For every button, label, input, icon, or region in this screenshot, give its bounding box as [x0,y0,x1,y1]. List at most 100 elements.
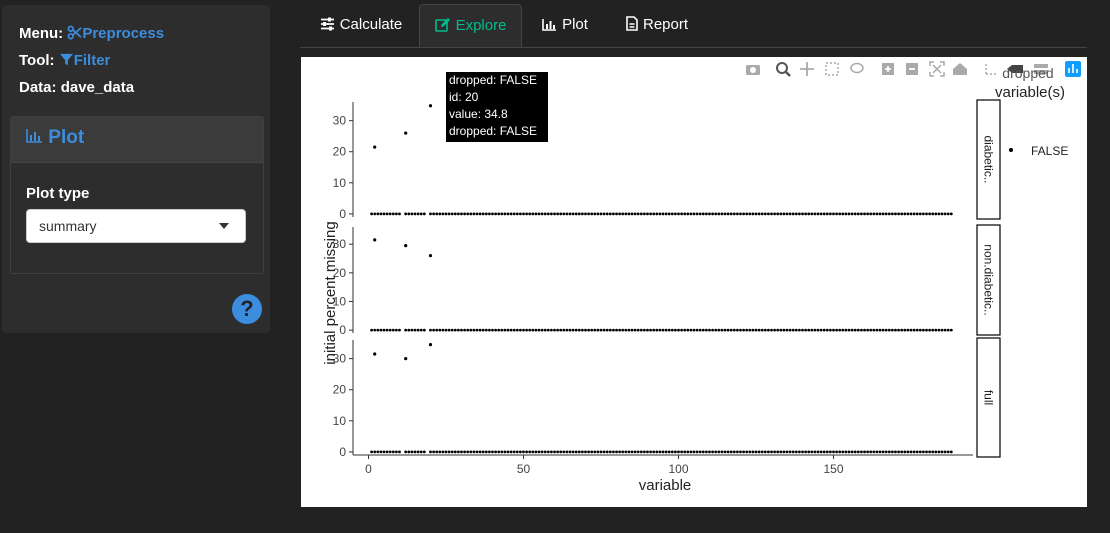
data-point[interactable] [776,450,780,454]
data-point[interactable] [872,328,876,332]
data-point[interactable] [788,450,792,454]
data-point[interactable] [918,212,922,216]
data-point[interactable] [745,450,749,454]
data-point[interactable] [680,450,683,454]
data-point[interactable] [729,212,733,216]
data-point[interactable] [602,328,606,332]
data-point[interactable] [385,328,389,332]
data-point[interactable] [736,328,739,332]
data-point[interactable] [646,328,649,332]
data-point[interactable] [692,212,696,216]
data-point[interactable] [444,212,448,216]
data-point[interactable] [503,450,507,454]
data-point[interactable] [782,328,786,332]
data-point[interactable] [453,450,457,454]
data-point[interactable] [652,450,656,454]
tool-value[interactable]: Filter [59,52,110,69]
data-point[interactable] [674,212,677,216]
data-point[interactable] [922,212,925,216]
data-point[interactable] [925,450,928,454]
data-point[interactable] [946,328,950,332]
data-point[interactable] [627,450,631,454]
data-point[interactable] [658,212,662,216]
data-point[interactable] [410,328,414,332]
data-point[interactable] [937,328,941,332]
data-point[interactable] [925,212,928,216]
data-point[interactable] [847,212,851,216]
data-point[interactable] [763,212,767,216]
data-point[interactable] [512,450,516,454]
data-point[interactable] [500,328,504,332]
data-point[interactable] [807,212,811,216]
data-point[interactable] [429,450,432,454]
data-point[interactable] [481,212,485,216]
data-point[interactable] [574,450,578,454]
data-point[interactable] [798,212,801,216]
data-point[interactable] [419,328,423,332]
data-point[interactable] [391,450,395,454]
data-point[interactable] [460,328,463,332]
data-point[interactable] [680,328,683,332]
data-point[interactable] [506,328,510,332]
data-point[interactable] [432,450,435,454]
data-point[interactable] [618,212,621,216]
data-point[interactable] [540,212,544,216]
data-point[interactable] [949,450,953,454]
data-point[interactable] [522,212,525,216]
data-point[interactable] [407,450,411,454]
data-point[interactable] [497,212,501,216]
data-point[interactable] [884,212,888,216]
data-point[interactable] [581,328,584,332]
data-point[interactable] [720,212,724,216]
data-point[interactable] [624,212,628,216]
data-point[interactable] [686,450,690,454]
data-point[interactable] [373,450,377,454]
data-point[interactable] [466,450,470,454]
data-point[interactable] [593,450,597,454]
data-point[interactable] [887,450,891,454]
data-point[interactable] [608,212,612,216]
data-point[interactable] [627,328,631,332]
data-point[interactable] [872,450,876,454]
data-point[interactable] [736,450,739,454]
data-point[interactable] [655,328,659,332]
data-point[interactable] [925,328,928,332]
plot-area[interactable]: 0 10 20 30 diabetic.. 0 10 20 30 non.diabetic.. 0 1… [301,57,1087,507]
data-point[interactable] [457,212,460,216]
data-point[interactable] [581,212,584,216]
data-point[interactable] [692,328,696,332]
data-point[interactable] [742,212,745,216]
data-point[interactable] [553,212,556,216]
data-point[interactable] [829,212,832,216]
data-point[interactable] [751,328,755,332]
data-point[interactable] [748,450,752,454]
data-point[interactable] [767,328,770,332]
data-point[interactable] [773,212,776,216]
data-point[interactable] [565,450,569,454]
data-point[interactable] [835,328,838,332]
data-point[interactable] [519,212,522,216]
data-point[interactable] [618,328,621,332]
data-point[interactable] [444,328,448,332]
data-point[interactable] [643,212,646,216]
data-point[interactable] [894,212,897,216]
data-point[interactable] [577,328,581,332]
data-point[interactable] [478,450,482,454]
data-point[interactable] [515,450,519,454]
data-point[interactable] [881,328,885,332]
data-point[interactable] [491,450,494,454]
data-point[interactable] [571,450,575,454]
data-point[interactable] [429,328,432,332]
data-point[interactable] [441,328,445,332]
data-point[interactable] [453,212,457,216]
data-point[interactable] [534,450,538,454]
data-point[interactable] [934,328,938,332]
data-point[interactable] [760,212,764,216]
data-point[interactable] [379,450,383,454]
data-point[interactable] [667,212,671,216]
data-point[interactable] [413,328,417,332]
data-point[interactable] [602,212,606,216]
data-point[interactable] [757,450,761,454]
data-point[interactable] [698,212,702,216]
plot-type-select[interactable]: summary [26,209,246,243]
